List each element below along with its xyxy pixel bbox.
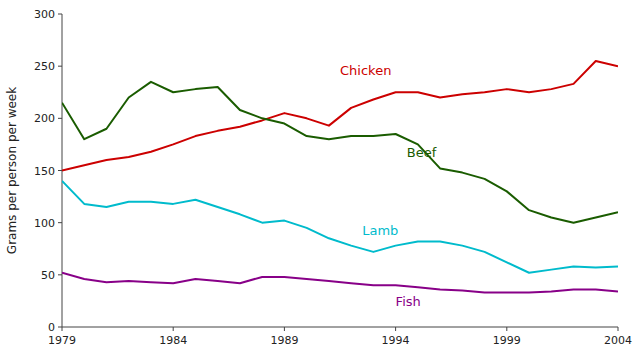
- chart: 0 50 100 150 200 250 300 1979 1984 1989 1994 1999 20…: [0, 0, 640, 357]
- y-tick: [58, 118, 62, 119]
- y-tick: [58, 170, 62, 171]
- series-label: Lamb: [362, 223, 398, 238]
- x-tick-label: 1989: [270, 334, 298, 347]
- x-tick: [62, 327, 63, 331]
- y-tick-label: 0: [48, 321, 55, 334]
- series-line: [62, 61, 618, 171]
- x-tick-label: 2004: [604, 334, 632, 347]
- y-tick-label: 250: [34, 60, 55, 73]
- y-tick: [58, 222, 62, 223]
- x-tick: [506, 327, 507, 331]
- y-tick: [58, 327, 62, 328]
- series-line: [62, 181, 618, 273]
- x-tick: [284, 327, 285, 331]
- x-tick: [618, 327, 619, 331]
- y-tick: [58, 274, 62, 275]
- y-tick: [58, 14, 62, 15]
- plot-area: [62, 61, 618, 293]
- y-tick-label: 50: [41, 269, 55, 282]
- y-tick-label: 200: [34, 112, 55, 125]
- series-line: [62, 273, 618, 293]
- y-tick-label: 100: [34, 217, 55, 230]
- y-tick-label: 300: [34, 8, 55, 21]
- y-tick-label: 150: [34, 165, 55, 178]
- x-tick: [173, 327, 174, 331]
- x-tick-label: 1984: [159, 334, 187, 347]
- x-axis: [62, 327, 618, 328]
- series-label: Beef: [407, 145, 437, 160]
- x-tick-label: 1999: [493, 334, 521, 347]
- x-tick-label: 1994: [382, 334, 410, 347]
- series-label: Fish: [396, 294, 421, 309]
- y-axis-label: Grams per person per week: [5, 87, 19, 254]
- y-tick: [58, 66, 62, 67]
- series-label: Chicken: [340, 63, 391, 78]
- x-tick-label: 1979: [48, 334, 76, 347]
- x-tick: [395, 327, 396, 331]
